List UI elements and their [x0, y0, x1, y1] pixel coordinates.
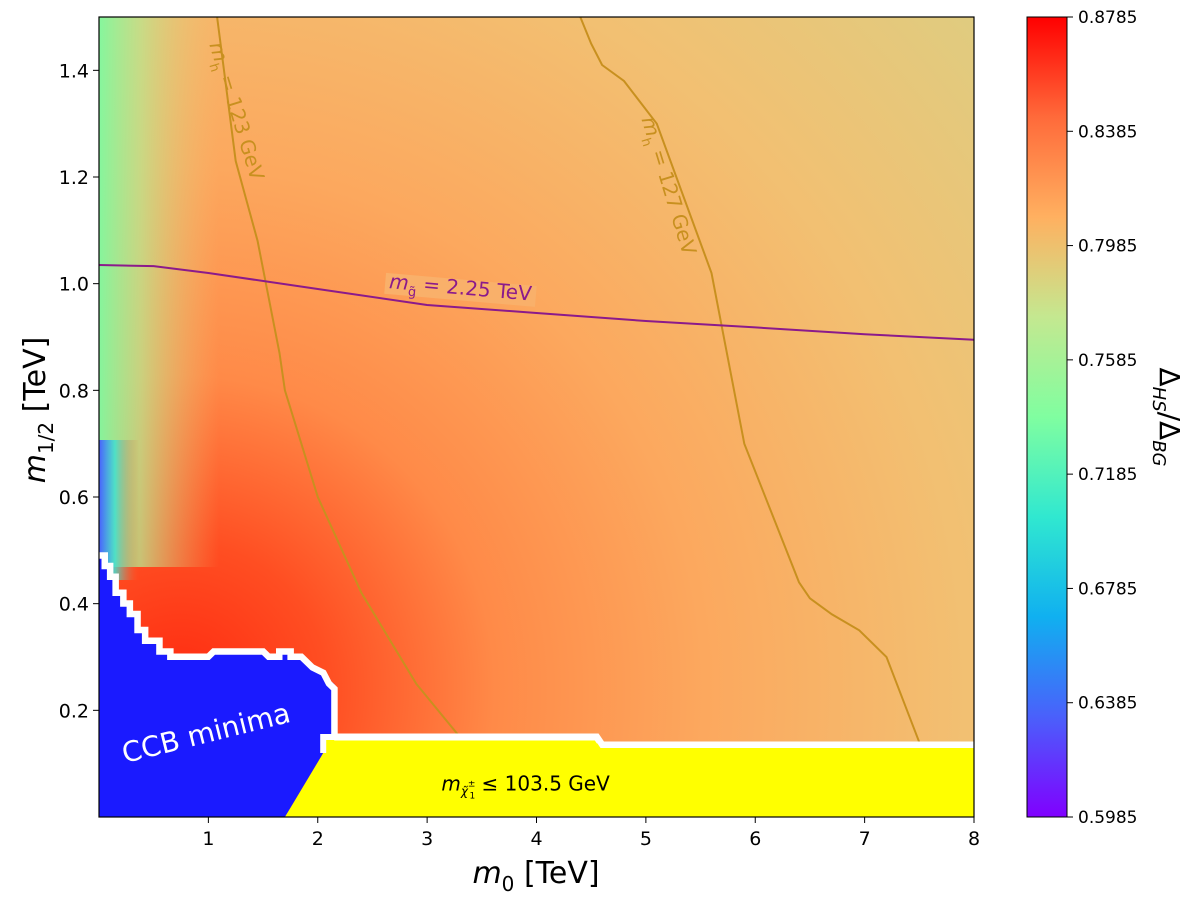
colorbar-tick-label: 0.8385 [1078, 122, 1137, 142]
chargino-limit-label: mχ̃± 1 ≤ 103.5 GeV [441, 771, 610, 801]
x-tick-label: 2 [312, 828, 324, 850]
colorbar-tick-label: 0.8785 [1078, 8, 1137, 28]
colorbar-tick-label: 0.7985 [1078, 237, 1137, 257]
x-axis-label: m0 [TeV] [472, 856, 599, 896]
contour-line [216, 17, 461, 738]
colorbar-tick-label: 0.6785 [1078, 579, 1137, 599]
colorbar-label: ΔHS/ΔBG [1148, 367, 1186, 466]
y-axis-ticks: 0.2 0.4 0.6 0.8 1.0 1.2 1.4 [59, 60, 99, 722]
contour-line [99, 264, 974, 341]
ccb-minima-region-fill [99, 555, 335, 817]
y-tick-label: 0.8 [59, 380, 89, 402]
x-tick-label: 3 [421, 828, 433, 850]
x-tick-label: 1 [202, 828, 214, 850]
y-tick-label: 1.4 [59, 60, 89, 82]
y-axis-label: m1/2 [TeV] [18, 337, 58, 484]
chargino-region-boundary-edge [320, 734, 974, 753]
ccb-region-boundary-edge [99, 552, 338, 737]
y-tick-label: 0.6 [59, 487, 89, 509]
contour-line [579, 17, 921, 743]
x-tick-label: 8 [968, 828, 980, 850]
colorbar-gradient [1026, 16, 1068, 818]
x-axis-ticks: 1 2 3 4 5 6 7 8 [202, 817, 980, 850]
colorbar-tick-label: 0.7585 [1078, 351, 1137, 371]
x-tick-label: 6 [749, 828, 761, 850]
y-tick-label: 0.2 [59, 700, 89, 722]
colorbar-tick-label: 0.5985 [1078, 808, 1137, 828]
y-tick-label: 1.2 [59, 167, 89, 189]
x-tick-label: 4 [530, 828, 542, 850]
y-tick-label: 1.0 [59, 274, 89, 296]
colorbar-tick-label: 0.6385 [1078, 694, 1137, 714]
y-tick-label: 0.4 [59, 594, 89, 616]
x-tick-label: 5 [640, 828, 652, 850]
chargino-excluded-region-fill [284, 737, 974, 817]
contour-label-gap [384, 272, 537, 307]
colorbar-tick-label: 0.7185 [1078, 465, 1137, 485]
x-tick-label: 7 [859, 828, 871, 850]
colorbar: 0.5985 0.6385 0.6785 0.7185 0.7585 0.7985 0.83… [1026, 8, 1186, 828]
colorbar-ticks: 0.5985 0.6385 0.6785 0.7185 0.7585 0.7985 0.83… [1067, 8, 1137, 828]
